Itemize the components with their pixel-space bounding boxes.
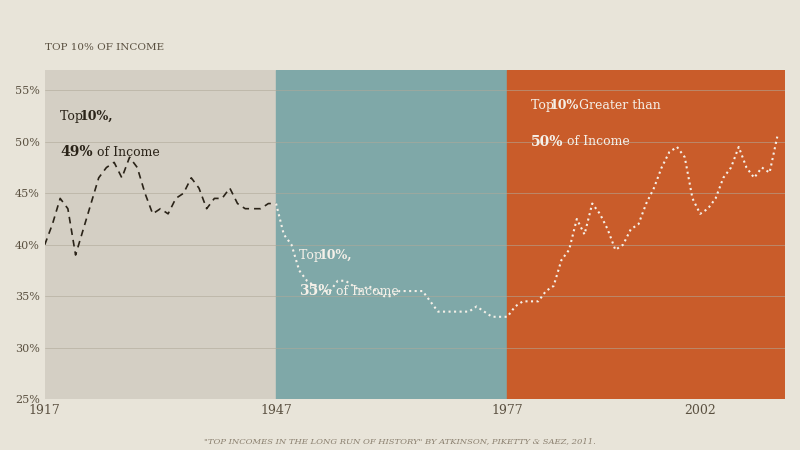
- Text: TOP 10% OF INCOME: TOP 10% OF INCOME: [45, 43, 164, 52]
- Text: 10%,: 10%,: [79, 109, 113, 122]
- Bar: [45, 70, 276, 399]
- Text: "TOP INCOMES IN THE LONG RUN OF HISTORY" BY ATKINSON, PIKETTY & SAEZ, 2011.: "TOP INCOMES IN THE LONG RUN OF HISTORY"…: [204, 437, 596, 446]
- Bar: [507, 70, 785, 399]
- Text: Top: Top: [530, 99, 558, 112]
- Text: Greater than: Greater than: [575, 99, 661, 112]
- Text: 10%,: 10%,: [318, 248, 352, 261]
- Text: 35%: 35%: [299, 284, 332, 298]
- Bar: [276, 70, 507, 399]
- Text: 50%: 50%: [530, 135, 563, 149]
- Text: 10%: 10%: [550, 99, 579, 112]
- Text: of Income: of Income: [563, 135, 630, 148]
- Text: Top: Top: [60, 109, 87, 122]
- Text: 49%: 49%: [60, 145, 93, 159]
- Text: Top: Top: [299, 248, 326, 261]
- Text: of Income: of Income: [331, 284, 398, 297]
- Text: of Income: of Income: [93, 145, 159, 158]
